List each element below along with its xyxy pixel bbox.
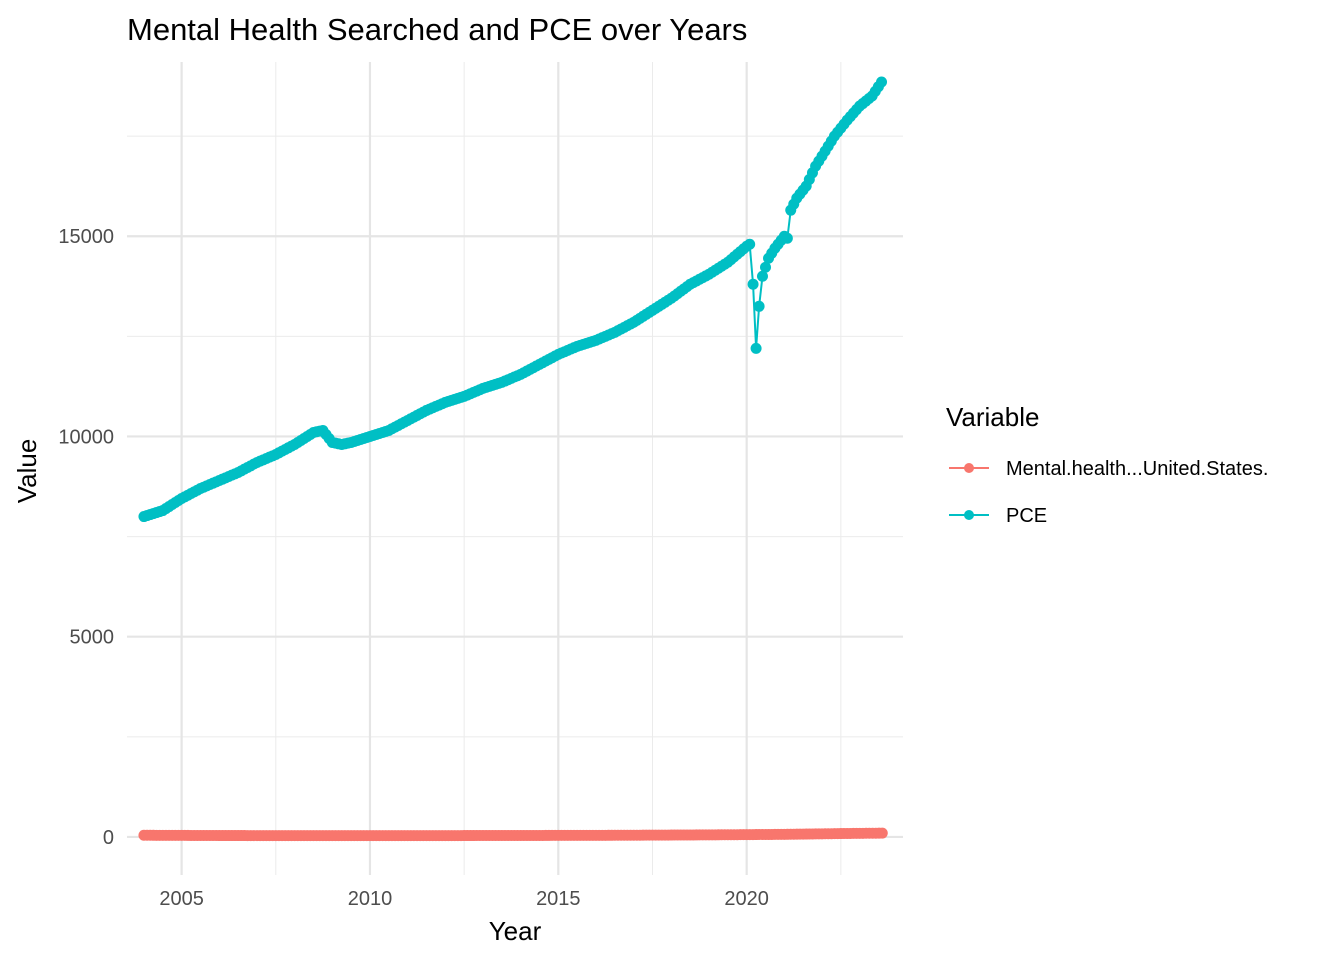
legend-key-point — [964, 463, 974, 473]
data-point — [753, 300, 765, 312]
y-tick-label: 10000 — [58, 426, 114, 448]
legend-item-pce: PCE — [949, 505, 1047, 527]
legend-title: Variable — [946, 402, 1039, 432]
y-tick-label: 0 — [103, 827, 114, 849]
y-tick-label: 15000 — [58, 226, 114, 248]
data-point — [744, 238, 756, 250]
x-tick-label: 2010 — [348, 888, 393, 910]
y-axis-title: Value — [12, 439, 42, 504]
data-point — [781, 232, 793, 244]
x-tick-label: 2015 — [536, 888, 581, 910]
series-mental-health — [138, 827, 888, 842]
data-point — [750, 342, 762, 354]
y-axis-tick-labels: 0 5000 10000 15000 — [58, 226, 114, 849]
x-tick-label: 2020 — [724, 888, 769, 910]
minor-gridlines — [127, 62, 903, 875]
legend-label-mental-health: Mental.health...United.States. — [1006, 458, 1268, 480]
data-point — [747, 278, 759, 290]
data-point — [756, 270, 768, 282]
x-tick-label: 2005 — [159, 888, 204, 910]
legend-label-pce: PCE — [1006, 505, 1047, 527]
x-axis-title: Year — [489, 916, 542, 946]
series-line — [143, 81, 883, 518]
series-layer — [138, 76, 888, 842]
data-point — [760, 261, 771, 273]
legend-item-mental-health: Mental.health...United.States. — [949, 458, 1268, 480]
legend: Variable Mental.health...United.States. … — [946, 402, 1268, 527]
legend-key-point — [964, 510, 974, 520]
series-pce — [138, 76, 888, 523]
data-point — [876, 76, 888, 88]
x-axis-tick-labels: 2005 2010 2015 2020 — [159, 888, 769, 910]
data-point — [876, 827, 888, 839]
y-tick-label: 5000 — [70, 627, 115, 649]
chart-title: Mental Health Searched and PCE over Year… — [127, 12, 747, 47]
